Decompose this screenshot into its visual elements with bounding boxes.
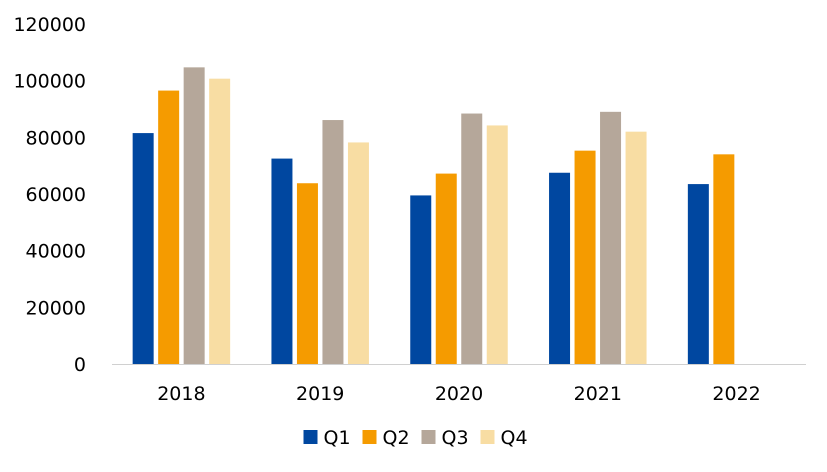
bar-q2-2022 (713, 154, 735, 364)
legend: Q1 Q2 Q3 Q4 (303, 427, 528, 449)
legend-item-q3: Q3 (421, 427, 469, 449)
x-axis: 2018 2019 2020 2021 2022 (157, 383, 761, 405)
bar-q4-2019 (347, 142, 369, 364)
y-axis: 0 20000 40000 60000 80000 100000 120000 (13, 14, 86, 376)
y-tick-label: 120000 (13, 14, 86, 36)
bar-q1-2021 (549, 172, 571, 364)
bar-q3-2020 (461, 113, 483, 365)
bars (132, 67, 735, 365)
y-tick-label: 20000 (26, 297, 86, 319)
legend-swatch (362, 430, 377, 444)
legend-label: Q4 (501, 427, 528, 449)
x-tick-label: 2022 (712, 383, 760, 405)
bar-q2-2018 (158, 90, 180, 364)
legend-item-q4: Q4 (480, 427, 528, 449)
legend-label: Q3 (442, 427, 469, 449)
y-tick-label: 0 (74, 354, 86, 376)
bar-q4-2021 (625, 131, 647, 364)
bar-q1-2020 (410, 195, 432, 364)
bar-q3-2018 (183, 67, 205, 364)
legend-item-q2: Q2 (362, 427, 410, 449)
x-tick-label: 2018 (157, 383, 205, 405)
legend-swatch (480, 430, 495, 444)
bar-q3-2021 (600, 111, 622, 364)
bar-q4-2018 (209, 78, 231, 364)
x-tick-label: 2019 (296, 383, 344, 405)
legend-swatch (303, 430, 318, 444)
legend-label: Q2 (383, 427, 410, 449)
y-tick-label: 60000 (26, 184, 86, 206)
bar-q2-2020 (435, 173, 457, 364)
legend-item-q1: Q1 (303, 427, 351, 449)
bar-q1-2019 (271, 158, 293, 364)
y-tick-label: 80000 (26, 127, 86, 149)
y-tick-label: 100000 (13, 71, 86, 93)
legend-swatch (421, 430, 436, 444)
bar-q3-2019 (322, 120, 344, 364)
x-tick-label: 2020 (435, 383, 483, 405)
x-tick-label: 2021 (574, 383, 622, 405)
bar-q1-2018 (132, 133, 154, 364)
bar-q2-2021 (574, 150, 596, 364)
bar-q4-2020 (486, 125, 508, 364)
bar-q2-2019 (296, 183, 318, 364)
y-tick-label: 40000 (26, 241, 86, 263)
bar-q1-2022 (687, 184, 709, 364)
legend-label: Q1 (324, 427, 351, 449)
